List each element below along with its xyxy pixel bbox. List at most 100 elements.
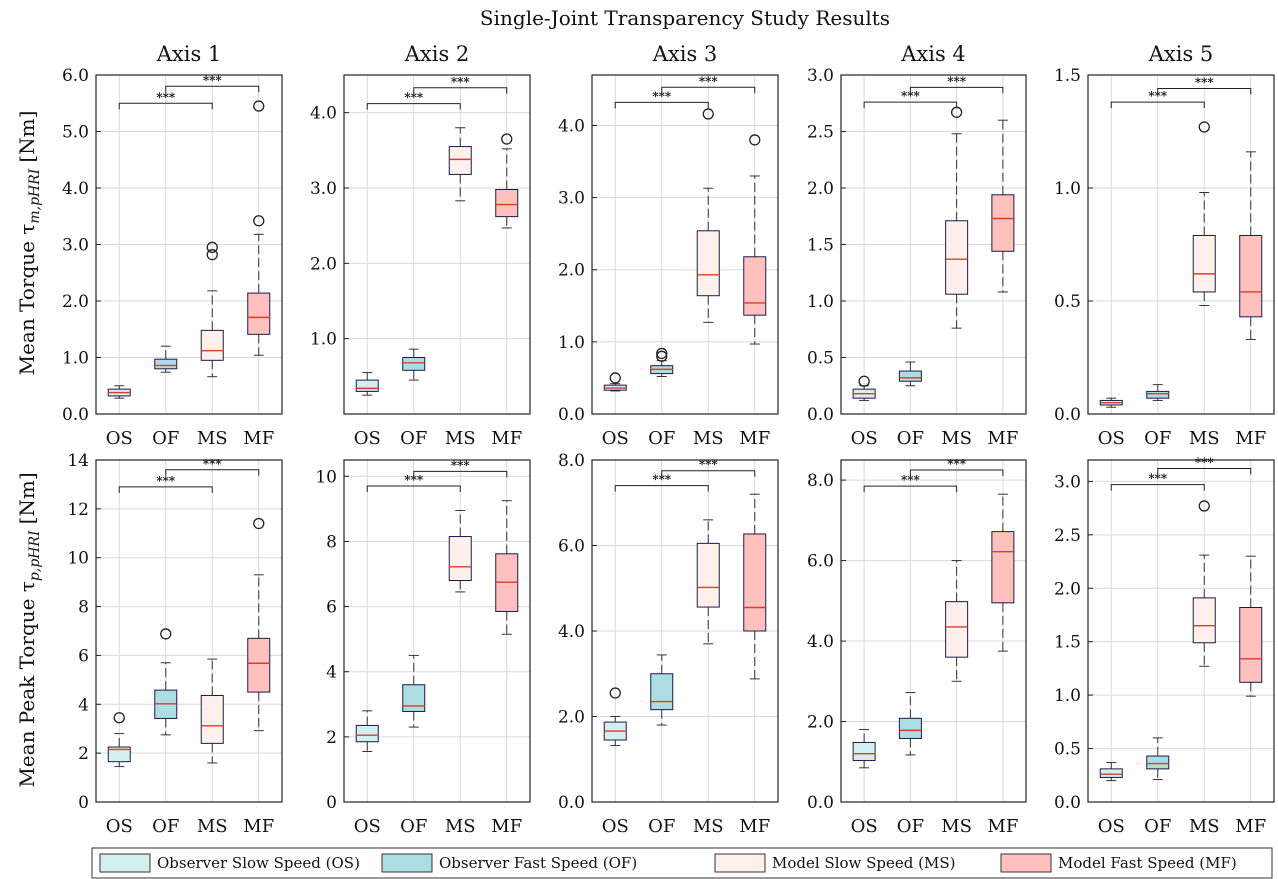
significance-label: *** <box>156 474 176 488</box>
x-tick-label: MS <box>445 428 476 449</box>
box-iqr <box>247 637 271 693</box>
box-of <box>402 348 426 381</box>
significance-label: *** <box>156 90 176 104</box>
y-tick-label: 6.0 <box>558 537 585 557</box>
box-iqr <box>1146 390 1170 399</box>
panel-10: 0.0 0.5 1.0 1.5 2.0 2.5 3.0 *** *** OS OF MS MF <box>1054 456 1275 837</box>
box-iqr <box>355 379 379 392</box>
y-tick-label: 1.5 <box>1054 66 1081 86</box>
box-iqr <box>402 357 426 371</box>
y-tick-label: 3.0 <box>1054 472 1081 492</box>
box-iqr <box>1099 768 1123 778</box>
y-tick-label: 5.0 <box>62 123 89 143</box>
legend-swatch-mf <box>1000 853 1052 873</box>
box-mf <box>495 133 519 229</box>
box-os <box>1099 397 1123 408</box>
y-tick-label: 10 <box>315 467 337 487</box>
box-iqr <box>355 724 379 743</box>
box-ms <box>945 106 969 329</box>
legend-label-ms: Model Slow Speed (MS) <box>772 854 956 872</box>
x-tick-label: MS <box>197 428 228 449</box>
y-tick-label: 4.0 <box>310 104 337 124</box>
y-tick-label: 2.0 <box>310 254 337 274</box>
x-tick-label: MS <box>693 816 724 837</box>
outlier-point <box>206 241 218 253</box>
significance-label: *** <box>203 457 223 471</box>
y-tick-label: 14 <box>67 451 89 471</box>
panel-5: Axis 5 0.0 0.5 1.0 1.5 *** *** OS OF MS MF <box>1054 42 1275 449</box>
y-tick-label: 0 <box>326 793 337 813</box>
significance-bracket: *** <box>366 91 461 110</box>
box-os <box>603 687 627 747</box>
bracket-line <box>1110 101 1205 109</box>
bracket-line <box>413 87 508 94</box>
bracket-line <box>661 86 756 94</box>
box-iqr <box>696 230 720 297</box>
outlier-point <box>609 372 621 384</box>
bracket-line <box>909 469 1004 477</box>
panel-title: Axis 5 <box>1148 42 1214 66</box>
row-label-bottom: Mean Peak Torque τp,pHRI [Nm] <box>15 472 43 787</box>
y-tick-label: 0.0 <box>1054 793 1081 813</box>
box-iqr <box>247 292 271 335</box>
bracket-line <box>614 101 709 109</box>
box-iqr <box>107 746 131 763</box>
legend-frame <box>91 847 1273 879</box>
legend-swatch-ms <box>714 853 766 873</box>
x-tick-label: OF <box>1144 816 1171 837</box>
significance-bracket: *** <box>165 73 260 93</box>
y-tick-label: 1.0 <box>62 349 89 369</box>
box-iqr <box>898 370 922 382</box>
x-tick-label: OF <box>648 428 675 449</box>
y-tick-label: 2 <box>78 744 89 764</box>
y-tick-label: 0.0 <box>62 405 89 425</box>
box-os <box>852 375 876 401</box>
box-ms <box>448 509 472 593</box>
x-tick-label: OF <box>152 428 179 449</box>
panel-title: Axis 4 <box>900 42 966 66</box>
y-tick-label: 4 <box>326 663 337 683</box>
significance-label: *** <box>404 473 424 487</box>
x-tick-label: OS <box>354 428 381 449</box>
box-ms <box>1192 121 1216 307</box>
x-tick-label: OF <box>1144 428 1171 449</box>
significance-bracket: *** <box>614 89 709 109</box>
bracket-line <box>614 485 709 492</box>
panel-6: 0 2 4 6 8 10 12 14 *** *** OS OF MS MF <box>67 451 283 837</box>
box-of <box>898 692 922 756</box>
panel-title: Axis 3 <box>652 42 718 66</box>
legend-label-mf: Model Fast Speed (MF) <box>1058 854 1237 872</box>
box-of <box>402 654 426 728</box>
row-label-top-subscript: m,pHRI <box>27 168 43 223</box>
box-ms <box>1192 500 1216 667</box>
panel-9: 0.0 2.0 4.0 6.0 8.0 *** *** OS OF MS MF <box>807 457 1027 837</box>
box-os <box>1099 761 1123 782</box>
x-tick-label: OS <box>106 428 133 449</box>
y-tick-label: 6 <box>326 598 337 618</box>
y-tick-label: 2.0 <box>807 713 834 733</box>
figure-title: Single-Joint Transparency Study Results <box>480 6 890 30</box>
axes-frame <box>95 74 283 415</box>
outlier-point <box>253 100 265 112</box>
axes-frame <box>840 74 1027 415</box>
row-label-top-unit: [Nm] <box>15 111 39 163</box>
significance-label: *** <box>404 91 424 105</box>
y-tick-label: 0.5 <box>807 349 834 369</box>
significance-label: *** <box>1195 76 1215 90</box>
y-tick-label: 0 <box>78 793 89 813</box>
x-tick-label: MF <box>739 428 770 449</box>
box-iqr <box>200 329 224 361</box>
significance-label: *** <box>699 74 719 88</box>
y-tick-label: 2.0 <box>1054 579 1081 599</box>
box-iqr <box>1192 234 1216 293</box>
x-tick-label: OF <box>400 428 427 449</box>
box-mf <box>247 517 271 732</box>
outlier-point <box>253 215 265 227</box>
y-tick-label: 4.0 <box>807 632 834 652</box>
y-tick-label: 1.5 <box>807 236 834 256</box>
box-os <box>603 372 627 392</box>
x-tick-label: MF <box>491 428 522 449</box>
panel-2: Axis 2 1.0 2.0 3.0 4.0 *** *** OS OF MS MF <box>310 42 531 449</box>
box-iqr <box>991 531 1015 604</box>
